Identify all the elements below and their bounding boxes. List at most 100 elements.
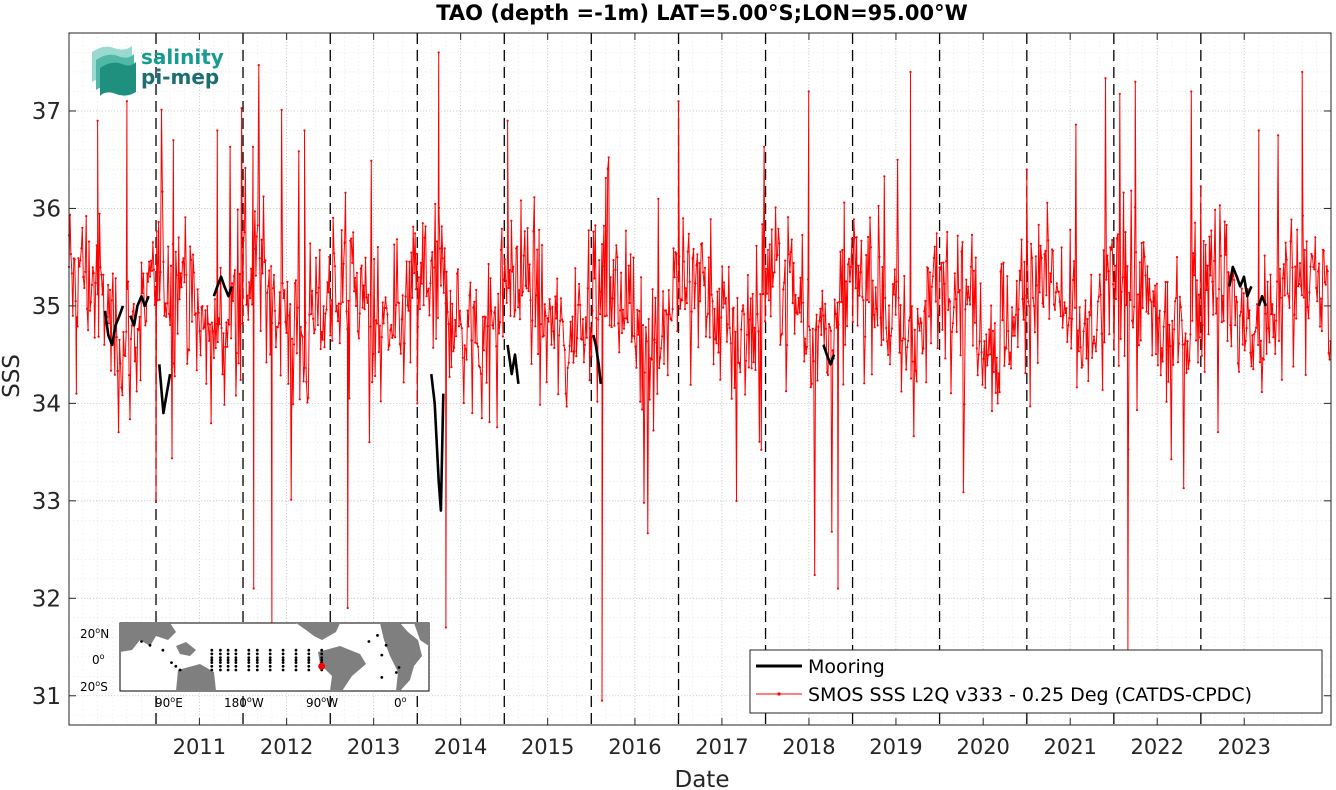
series-smos-point xyxy=(600,243,604,246)
series-smos-point xyxy=(1199,185,1202,188)
series-smos-point xyxy=(632,256,635,259)
series-smos-point xyxy=(603,315,607,318)
series-smos-point xyxy=(1210,229,1213,232)
series-smos-point xyxy=(1189,333,1192,336)
series-smos-point xyxy=(775,258,778,261)
series-smos-point xyxy=(784,259,787,262)
series-smos-point xyxy=(413,271,416,275)
series-smos-point xyxy=(1072,278,1075,282)
series-smos-point xyxy=(1106,254,1109,257)
x-tick-label: 2016 xyxy=(608,735,661,759)
series-smos-point xyxy=(1094,350,1098,353)
series-smos-point xyxy=(1220,321,1223,324)
series-smos-point xyxy=(609,276,612,279)
series-smos-point xyxy=(633,335,636,338)
series-smos-point xyxy=(595,316,598,320)
series-smos-point xyxy=(1257,343,1260,346)
series-smos-point xyxy=(74,300,77,303)
series-smos-point xyxy=(1005,347,1008,350)
series-smos-point xyxy=(293,282,297,285)
series-smos-point xyxy=(913,328,916,331)
series-smos-point xyxy=(381,301,384,304)
series-smos-point xyxy=(115,336,118,339)
series-smos-point xyxy=(169,323,172,327)
series-mooring-segment xyxy=(212,275,234,298)
series-smos-point xyxy=(1270,312,1273,316)
series-smos-point xyxy=(599,313,602,316)
series-smos-point xyxy=(327,291,330,294)
series-smos-point xyxy=(78,265,81,268)
series-smos-point xyxy=(586,287,589,290)
series-smos-point xyxy=(726,323,730,326)
series-smos-point xyxy=(1176,361,1180,364)
series-smos-point xyxy=(240,107,243,110)
series-smos-point xyxy=(846,324,849,328)
series-smos-point xyxy=(247,318,250,321)
series-smos-point xyxy=(742,304,745,307)
series-smos-point xyxy=(270,265,273,268)
series-smos-point xyxy=(367,293,370,296)
inset-mooring-dot xyxy=(397,666,401,669)
series-smos-point xyxy=(310,312,313,315)
series-smos-point xyxy=(87,240,91,243)
series-smos-point xyxy=(133,360,136,363)
series-smos-point xyxy=(231,282,234,285)
series-smos-point xyxy=(1202,239,1205,243)
series-smos-point xyxy=(111,272,114,275)
series-smos-point xyxy=(546,317,549,320)
series-smos-point xyxy=(452,350,455,353)
series-smos-point xyxy=(803,360,806,363)
series-smos-point xyxy=(376,246,379,249)
series-smos-point xyxy=(475,288,478,292)
series-smos-point xyxy=(1281,277,1284,280)
inset-mooring-dot xyxy=(307,664,311,668)
series-smos-point xyxy=(456,272,459,275)
series-smos-point xyxy=(497,292,500,295)
series-smos-point xyxy=(1128,291,1131,294)
series-smos-point xyxy=(562,344,566,347)
series-mooring-segment xyxy=(1228,265,1253,298)
series-smos-point xyxy=(1314,236,1317,239)
series-mooring-segment xyxy=(430,373,445,512)
series-smos-point xyxy=(673,276,676,279)
series-smos-point xyxy=(920,321,923,325)
inset-mooring-dot xyxy=(226,656,230,659)
series-smos-point xyxy=(225,321,228,324)
series-smos-point xyxy=(251,145,255,148)
series-smos-point xyxy=(326,281,329,284)
series-smos-point xyxy=(800,320,803,323)
series-smos-point xyxy=(1307,317,1310,320)
series-smos-point xyxy=(959,354,962,357)
series-smos-point xyxy=(522,254,525,257)
series-smos-point xyxy=(594,224,597,227)
series-smos-point xyxy=(1295,317,1298,320)
series-smos-point xyxy=(160,108,163,111)
series-smos-point xyxy=(1207,333,1210,336)
series-smos-point xyxy=(485,381,488,384)
series-smos-point xyxy=(1002,261,1005,264)
series-smos-point xyxy=(600,290,603,293)
series-smos-point xyxy=(970,233,974,236)
inset-location-marker xyxy=(318,662,326,670)
series-smos-point xyxy=(476,342,479,345)
series-smos-point xyxy=(810,382,813,385)
series-smos-point xyxy=(580,338,584,341)
series-smos-point xyxy=(324,312,327,315)
series-smos-point xyxy=(185,273,188,276)
series-smos-point xyxy=(336,320,339,323)
series-smos-point xyxy=(1095,328,1098,331)
series-smos-point xyxy=(1091,356,1094,359)
series-smos-point xyxy=(1079,346,1082,349)
series-smos-point xyxy=(1113,264,1117,267)
series-smos-point xyxy=(1131,319,1134,322)
series-smos-point xyxy=(585,336,588,339)
series-smos-point xyxy=(383,306,386,309)
series-smos-point xyxy=(197,311,200,314)
series-smos-point xyxy=(1244,339,1247,342)
series-smos-point xyxy=(1181,343,1184,346)
series-smos-point xyxy=(812,360,815,363)
series-smos-point xyxy=(906,346,909,349)
series-smos-point xyxy=(449,289,452,292)
series-smos-point xyxy=(985,333,988,336)
series-smos-point xyxy=(709,218,712,221)
